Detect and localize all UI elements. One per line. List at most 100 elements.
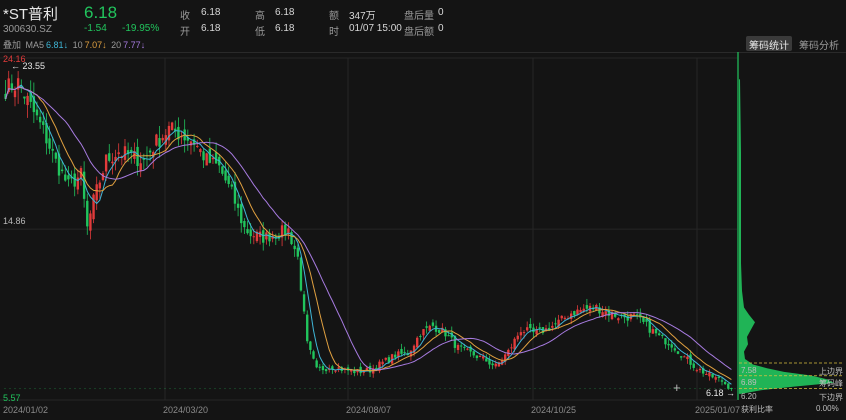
candle-body [626,316,629,321]
candle-body [538,327,541,329]
candle-body [189,141,193,146]
chip-distribution [4,79,843,394]
candle-body [38,116,42,123]
candle-body [617,318,620,321]
chip-tabs: 筹码统计 筹码分析 [746,36,842,52]
candle-body [208,148,212,163]
ma5-line [5,84,732,385]
ma5-value: 6.81↓ [46,40,69,50]
candle-body [447,335,450,337]
candle-body [375,367,378,370]
candle-body [199,149,202,153]
candle-body [648,319,651,333]
last-price: 6.18 [84,3,118,22]
low-label: 低 [255,27,265,38]
candle-body [252,236,256,238]
candle-body [720,380,724,382]
candle-body [353,369,356,374]
candle-body [485,358,488,362]
candle-body [563,317,567,319]
overlay-button[interactable]: 叠加 [3,40,22,50]
candle-body [601,312,604,317]
candle-body [92,194,95,220]
chart-grid [0,52,739,401]
candle-body [503,354,507,362]
candle-body [130,149,133,153]
candle-body [711,373,714,378]
open-label: 开 [180,27,190,38]
candle-body [727,383,730,389]
x-label-0: 2024/01/02 [3,405,49,415]
candle-body [579,310,582,313]
candle-body [362,371,365,373]
candle-body [299,257,303,291]
tab-chip-stats[interactable]: 筹码统计 [746,36,792,52]
candle-body [698,368,702,371]
candle-body [196,145,199,147]
candle-body [123,146,127,160]
candle-body [510,347,513,349]
candle-body [271,236,274,239]
candle-body [227,175,230,184]
candle-body [642,317,645,322]
tab-chip-analysis[interactable]: 筹码分析 [799,41,839,52]
candle-body [686,356,689,360]
time-value: 01/07 15:00 [349,23,402,34]
candle-body [64,174,67,181]
candle-body [155,134,158,146]
candle-body [293,245,296,250]
candle-body [657,333,661,336]
candle-body [717,376,721,378]
candle-body [654,328,658,334]
ma5-label: MA5 [25,40,45,50]
profit-ratio-label: 获利比率 [741,405,773,414]
candle-body [723,381,727,385]
moving-averages [5,84,732,385]
y-axis-top: 24.16 [3,54,26,64]
candle-body [403,351,406,353]
candle-body [397,351,400,358]
candle-body [312,351,315,359]
low-value: 6.18 [275,23,295,34]
chip-peak-label: 筹码峰 [819,379,843,388]
candle-body [32,96,36,113]
candle-body [525,327,529,331]
ma20-label: 20 [111,40,122,50]
candle-body [519,332,523,336]
candle-body [170,122,174,131]
candle-body [573,311,576,316]
candle-body [428,325,431,331]
candle-body [576,309,579,315]
chip-peak-value: 6.89 [741,378,757,387]
candle-body [148,150,152,153]
candle-body [45,122,48,144]
after-amount-label: 盘后额 [404,27,434,38]
candle-body [667,343,670,346]
candle-body [513,338,516,350]
candle-body [315,360,318,368]
candle-body [409,350,413,357]
candle-body [152,151,155,158]
candle-body [469,346,472,352]
candle-body [35,109,39,116]
candle-body [456,344,460,351]
ma10-label: 10 [72,40,83,50]
candle-body [309,341,312,350]
ma20-line [5,86,732,371]
candle-body [334,370,337,372]
candle-body [705,373,708,375]
crosshair-icon[interactable]: + [673,380,681,395]
candle-body [692,363,695,368]
chip-profile [739,79,834,394]
candle-body [679,356,683,358]
ma20-value: 7.77↓ [123,40,146,50]
close-label: 收 [180,11,190,22]
candle-body [117,152,120,155]
candle-body [422,329,425,336]
candle-body [491,363,494,366]
candle-body [202,151,205,161]
candle-body [416,337,419,348]
after-volume-value: 0 [438,7,444,18]
candle-body [54,152,58,159]
